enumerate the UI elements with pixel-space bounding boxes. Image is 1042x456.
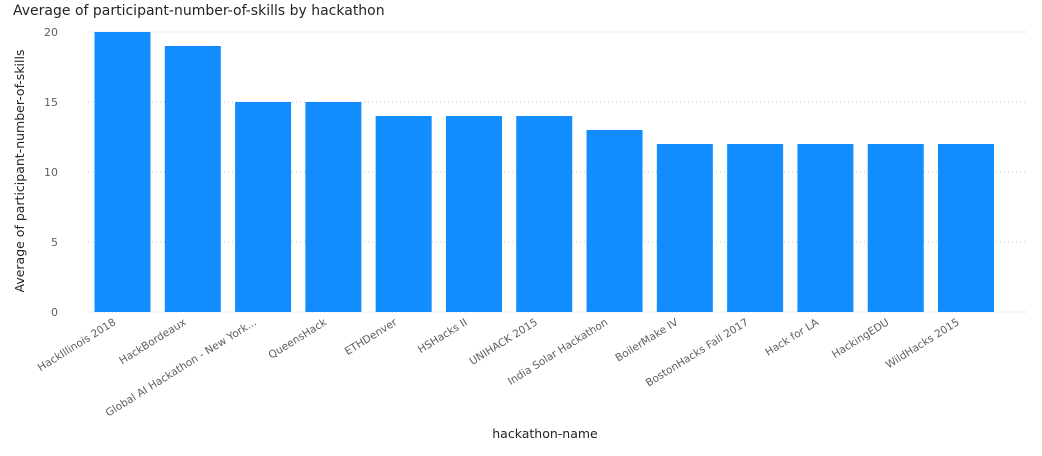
bar[interactable]: [797, 144, 854, 312]
bar[interactable]: [445, 116, 502, 312]
x-tick-label: ETHDenver: [343, 316, 400, 358]
chart-title: Average of participant-number-of-skills …: [13, 3, 385, 19]
bar[interactable]: [94, 32, 151, 312]
y-tick-label: 0: [51, 306, 58, 319]
bars: [94, 32, 994, 312]
x-axis-title: hackathon-name: [492, 426, 598, 441]
x-tick-label: Hack for LA: [763, 316, 821, 359]
bar[interactable]: [727, 144, 784, 312]
bar[interactable]: [867, 144, 924, 312]
x-tick-label: QueensHack: [267, 316, 330, 362]
bar[interactable]: [235, 102, 292, 312]
x-tick-label: BoilerMake IV: [613, 316, 681, 365]
y-axis-ticks: 0 5 10 15 20: [44, 26, 58, 319]
bar[interactable]: [516, 116, 573, 312]
x-tick-label: HSHacks II: [416, 316, 470, 356]
bar[interactable]: [656, 144, 713, 312]
y-tick-label: 15: [44, 96, 58, 109]
bar[interactable]: [305, 102, 362, 312]
y-axis-title: Average of participant-number-of-skills: [12, 50, 27, 293]
x-tick-label: HackBordeaux: [117, 316, 188, 367]
y-tick-label: 10: [44, 166, 58, 179]
bar[interactable]: [375, 116, 432, 312]
bar[interactable]: [938, 144, 994, 312]
y-tick-label: 20: [44, 26, 58, 39]
y-tick-label: 5: [51, 236, 58, 249]
bar[interactable]: [164, 46, 221, 312]
x-tick-label: HackIllinois 2018: [36, 316, 118, 374]
x-tick-label: UNIHACK 2015: [467, 316, 539, 367]
x-tick-label: HackingEDU: [830, 316, 891, 361]
x-tick-label: Global AI Hackathon - New York...: [104, 316, 259, 419]
x-tick-label: WildHacks 2015: [884, 316, 962, 371]
bar[interactable]: [586, 130, 643, 312]
